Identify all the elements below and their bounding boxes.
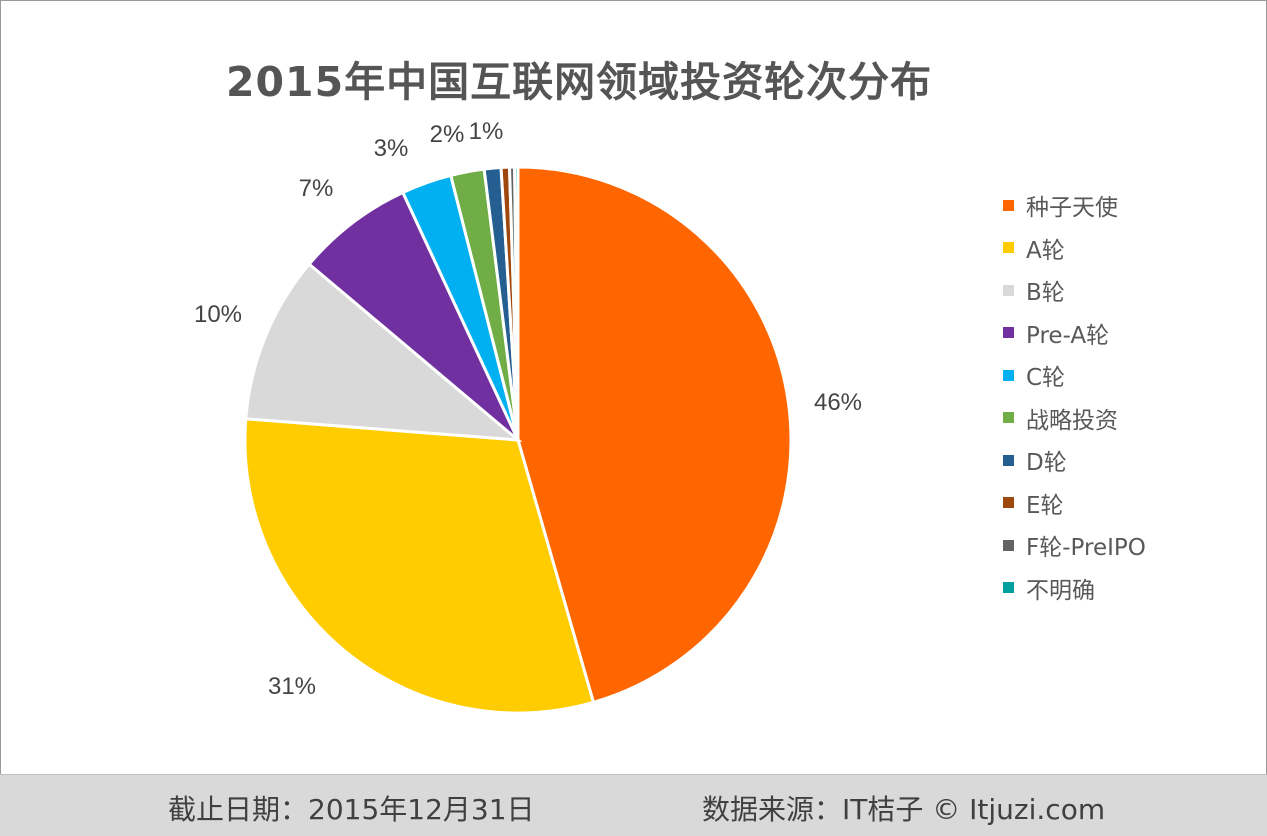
- legend-swatch: [1003, 199, 1014, 211]
- pie-slice-0: [516, 165, 793, 705]
- legend-label: B轮: [1026, 280, 1065, 307]
- data-label-3: 7%: [299, 175, 334, 202]
- data-label-6: 1%: [469, 118, 504, 145]
- legend-item-6: D轮: [1003, 439, 1146, 482]
- pie-slice-9: [513, 165, 520, 441]
- legend-item-5: 战略投资: [1003, 397, 1146, 440]
- chart-legend: 种子天使 A轮 B轮 Pre-A轮 C轮战略投资 D轮 E轮 F轮-PreIPO 不明确: [1003, 184, 1146, 609]
- legend-item-3: Pre-A轮: [1003, 312, 1146, 355]
- legend-item-8: F轮-PreIPO: [1003, 524, 1146, 567]
- legend-label: F轮-PreIPO: [1026, 535, 1146, 562]
- legend-label: A轮: [1026, 237, 1065, 264]
- legend-swatch: [1003, 539, 1014, 551]
- pie-slice-3: [307, 190, 520, 442]
- legend-item-1: A轮: [1003, 227, 1146, 270]
- legend-label: C轮: [1026, 365, 1066, 392]
- footer-bar: 截止日期：2015年12月31日 数据来源：IT桔子 © Itjuzi.com: [0, 774, 1267, 836]
- legend-label: D轮: [1026, 450, 1067, 477]
- legend-label: 战略投资: [1026, 407, 1118, 434]
- legend-swatch: [1003, 327, 1014, 339]
- legend-swatch: [1003, 412, 1014, 424]
- pie-slice-2: [244, 262, 523, 442]
- legend-label: 种子天使: [1026, 195, 1118, 222]
- legend-swatch: [1003, 242, 1014, 254]
- legend-label: Pre-A轮: [1026, 322, 1110, 349]
- footer-date: 截止日期：2015年12月31日: [168, 793, 535, 826]
- legend-swatch: [1003, 284, 1014, 296]
- legend-label: E轮: [1026, 492, 1064, 519]
- legend-item-4: C轮: [1003, 354, 1146, 397]
- data-label-0: 46%: [814, 389, 862, 416]
- legend-swatch: [1003, 582, 1014, 594]
- legend-item-7: E轮: [1003, 482, 1146, 525]
- chart-title: 2015年中国互联网领域投资轮次分布: [226, 58, 933, 106]
- legend-swatch: [1003, 454, 1014, 466]
- pie-slice-1: [243, 417, 596, 715]
- legend-item-2: B轮: [1003, 269, 1146, 312]
- legend-swatch: [1003, 497, 1014, 509]
- data-label-4: 3%: [374, 135, 409, 162]
- data-label-5: 2%: [430, 121, 465, 148]
- legend-swatch: [1003, 369, 1014, 381]
- data-label-2: 10%: [194, 301, 242, 328]
- legend-label: 不明确: [1026, 577, 1095, 604]
- legend-item-0: 种子天使: [1003, 184, 1146, 227]
- footer-source: 数据来源：IT桔子 © Itjuzi.com: [702, 793, 1106, 826]
- data-label-1: 31%: [268, 673, 316, 700]
- legend-item-9: 不明确: [1003, 567, 1146, 610]
